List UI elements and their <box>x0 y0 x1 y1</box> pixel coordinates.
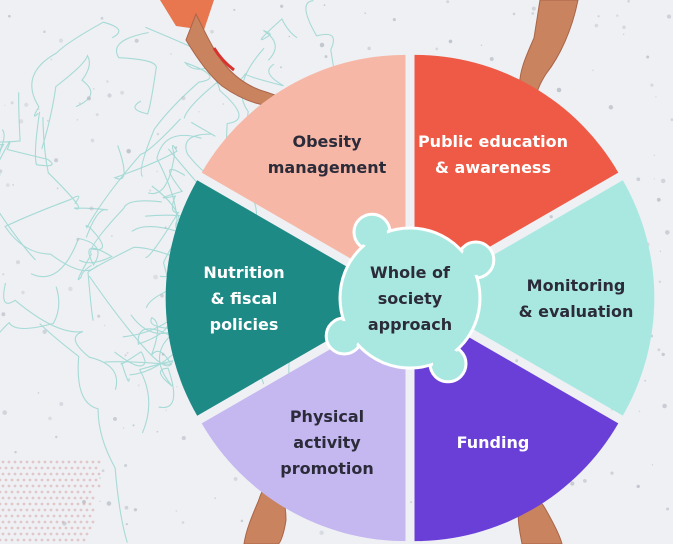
center-label-line: approach <box>368 315 452 334</box>
dotted-patch <box>0 460 101 542</box>
segment-public-education: Public education & awareness <box>414 54 619 291</box>
segment-physical-activity-label-line: Physical <box>290 407 364 426</box>
segment-obesity-label-line: management <box>268 158 387 177</box>
segment-nutrition: Nutrition & fiscal policies <box>165 180 401 416</box>
segment-physical-activity-label-line: activity <box>293 433 361 452</box>
segment-obesity-label-line: Obesity <box>293 132 363 151</box>
segment-physical-activity-shape <box>201 305 406 542</box>
segment-public-education-label-line: Public education <box>418 132 568 151</box>
segment-nutrition-shape <box>165 180 401 416</box>
segment-physical-activity-label-line: promotion <box>280 459 374 478</box>
segment-physical-activity: Physical activity promotion <box>201 305 406 542</box>
segment-monitoring-label-line: & evaluation <box>519 302 634 321</box>
segment-nutrition-label-line: Nutrition <box>203 263 284 282</box>
segment-monitoring: Monitoring & evaluation <box>419 180 655 416</box>
segment-public-education-label-line: & awareness <box>435 158 551 177</box>
segment-nutrition-label-line: & fiscal <box>211 289 278 308</box>
wheel: Public education & awareness Monitoring & e… <box>165 54 655 542</box>
center-label-line: society <box>378 289 443 308</box>
segment-funding-label-line: Funding <box>457 433 530 452</box>
center-hub: Whole of society approach <box>324 212 496 384</box>
segment-public-education-shape <box>414 54 619 291</box>
center-label-line: Whole of <box>370 263 451 282</box>
segment-nutrition-label-line: policies <box>210 315 279 334</box>
segment-monitoring-shape <box>419 180 655 416</box>
segment-monitoring-label-line: Monitoring <box>527 276 626 295</box>
center-puzzle-piece: Whole of society approach <box>324 212 496 384</box>
